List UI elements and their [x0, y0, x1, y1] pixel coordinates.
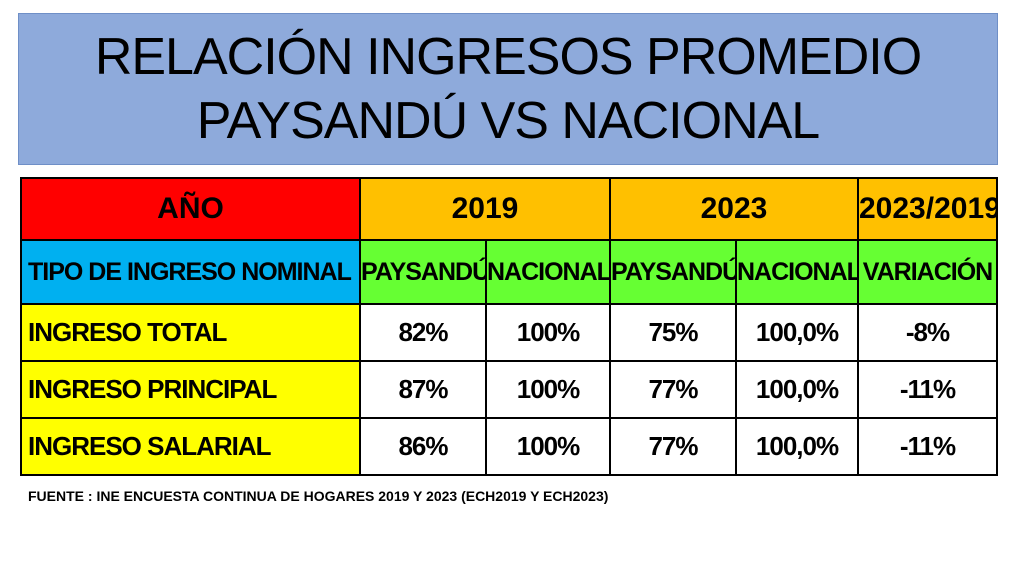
nacional-2019-cell: 100%	[485, 417, 611, 476]
paysandu-2023-cell: 77%	[609, 360, 737, 419]
variacion-cell: -11%	[857, 417, 998, 476]
income-comparison-table: AÑO 2019 2023 2023/2019 TIPO DE INGRESO …	[20, 177, 998, 476]
title-line-1: RELACIÓN INGRESOS PROMEDIO	[94, 28, 922, 86]
year-2019-header: 2019	[359, 177, 611, 241]
row-label: INGRESO TOTAL	[20, 303, 361, 362]
title-line-2: PAYSANDÚ VS NACIONAL	[196, 92, 820, 150]
nacional-2019-header: NACIONAL	[485, 239, 611, 305]
type-header-row: TIPO DE INGRESO NOMINAL PAYSANDÚ NACIONA…	[20, 239, 998, 305]
year-header-row: AÑO 2019 2023 2023/2019	[20, 177, 998, 241]
year-2023-header: 2023	[609, 177, 859, 241]
title-banner: RELACIÓN INGRESOS PROMEDIO PAYSANDÚ VS N…	[18, 13, 998, 165]
table-row: INGRESO SALARIAL 86% 100% 77% 100,0% -11…	[20, 417, 998, 476]
nacional-2019-cell: 100%	[485, 360, 611, 419]
type-header-label: TIPO DE INGRESO NOMINAL	[20, 239, 361, 305]
variacion-cell: -11%	[857, 360, 998, 419]
nacional-2023-cell: 100,0%	[735, 417, 859, 476]
row-label: INGRESO PRINCIPAL	[20, 360, 361, 419]
paysandu-2019-header: PAYSANDÚ	[359, 239, 487, 305]
nacional-2023-header: NACIONAL	[735, 239, 859, 305]
table-row: INGRESO TOTAL 82% 100% 75% 100,0% -8%	[20, 303, 998, 362]
variacion-cell: -8%	[857, 303, 998, 362]
paysandu-2019-cell: 82%	[359, 303, 487, 362]
paysandu-2019-cell: 86%	[359, 417, 487, 476]
row-label: INGRESO SALARIAL	[20, 417, 361, 476]
source-note: FUENTE : INE ENCUESTA CONTINUA DE HOGARE…	[28, 488, 609, 504]
table-row: INGRESO PRINCIPAL 87% 100% 77% 100,0% -1…	[20, 360, 998, 419]
ratio-header: 2023/2019	[857, 177, 998, 241]
nacional-2023-cell: 100,0%	[735, 360, 859, 419]
paysandu-2019-cell: 87%	[359, 360, 487, 419]
paysandu-2023-header: PAYSANDÚ	[609, 239, 737, 305]
variacion-header: VARIACIÓN	[857, 239, 998, 305]
nacional-2023-cell: 100,0%	[735, 303, 859, 362]
paysandu-2023-cell: 77%	[609, 417, 737, 476]
paysandu-2023-cell: 75%	[609, 303, 737, 362]
year-header-label: AÑO	[20, 177, 361, 241]
nacional-2019-cell: 100%	[485, 303, 611, 362]
